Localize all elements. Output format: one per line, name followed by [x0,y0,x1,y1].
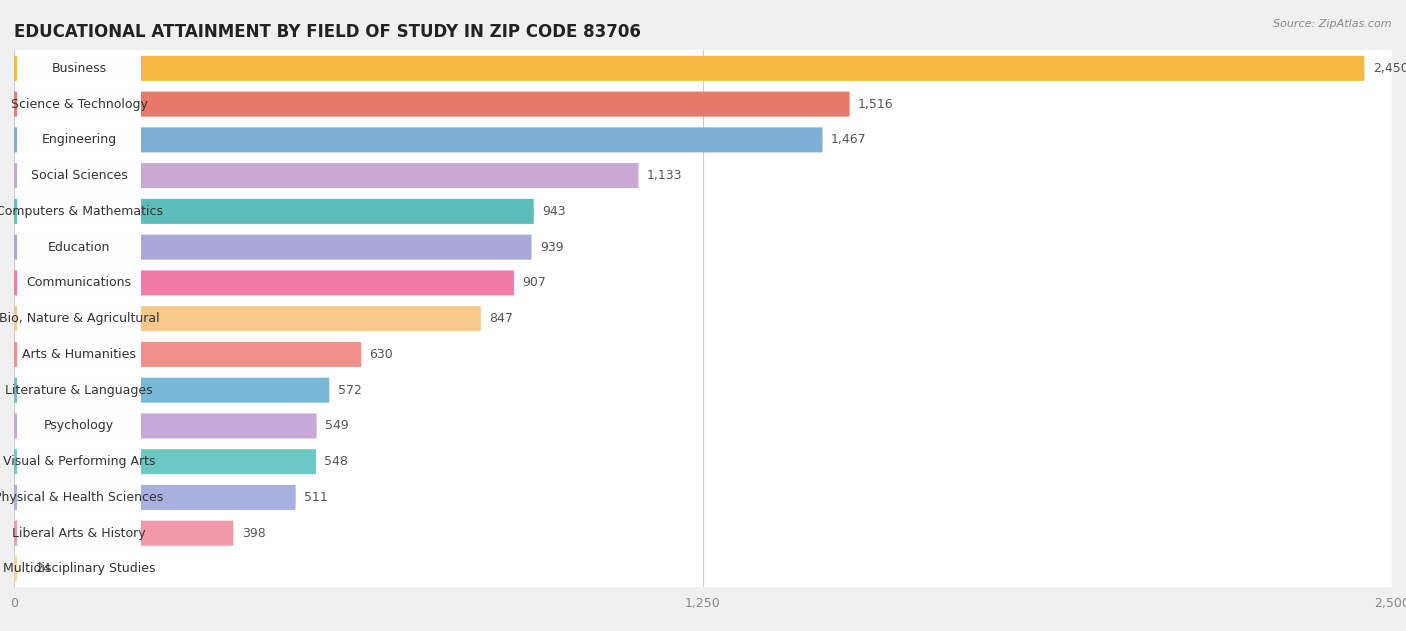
FancyBboxPatch shape [14,194,1392,229]
FancyBboxPatch shape [14,199,534,224]
FancyBboxPatch shape [17,415,141,580]
FancyBboxPatch shape [14,413,316,439]
Text: EDUCATIONAL ATTAINMENT BY FIELD OF STUDY IN ZIP CODE 83706: EDUCATIONAL ATTAINMENT BY FIELD OF STUDY… [14,23,641,40]
FancyBboxPatch shape [14,163,638,188]
Text: 939: 939 [540,240,564,254]
FancyBboxPatch shape [14,50,1392,86]
FancyBboxPatch shape [14,444,1392,480]
Text: Multidisciplinary Studies: Multidisciplinary Studies [3,562,155,575]
FancyBboxPatch shape [14,270,515,295]
Text: 548: 548 [325,455,349,468]
Text: Liberal Arts & History: Liberal Arts & History [13,527,146,540]
Text: 2,450: 2,450 [1372,62,1406,75]
FancyBboxPatch shape [14,235,531,260]
Text: Literature & Languages: Literature & Languages [6,384,153,397]
FancyBboxPatch shape [14,377,329,403]
FancyBboxPatch shape [14,342,361,367]
FancyBboxPatch shape [17,22,141,186]
FancyBboxPatch shape [14,127,823,152]
FancyBboxPatch shape [14,158,1392,194]
Text: 907: 907 [522,276,546,290]
FancyBboxPatch shape [17,201,141,365]
Text: Bio, Nature & Agricultural: Bio, Nature & Agricultural [0,312,159,325]
FancyBboxPatch shape [17,57,141,222]
FancyBboxPatch shape [14,336,1392,372]
Text: Psychology: Psychology [44,420,114,432]
FancyBboxPatch shape [14,485,295,510]
FancyBboxPatch shape [17,93,141,258]
Text: 1,467: 1,467 [831,133,866,146]
Text: Business: Business [52,62,107,75]
Text: 630: 630 [370,348,394,361]
FancyBboxPatch shape [17,165,141,329]
Text: Physical & Health Sciences: Physical & Health Sciences [0,491,163,504]
FancyBboxPatch shape [14,86,1392,122]
Text: 511: 511 [304,491,328,504]
FancyBboxPatch shape [14,91,849,117]
FancyBboxPatch shape [14,551,1392,587]
Text: Science & Technology: Science & Technology [11,98,148,110]
FancyBboxPatch shape [14,229,1392,265]
Text: Engineering: Engineering [42,133,117,146]
Text: Education: Education [48,240,110,254]
Text: 943: 943 [543,205,565,218]
FancyBboxPatch shape [14,480,1392,516]
FancyBboxPatch shape [14,306,481,331]
Text: 847: 847 [489,312,513,325]
Text: Arts & Humanities: Arts & Humanities [22,348,136,361]
Text: 398: 398 [242,527,266,540]
FancyBboxPatch shape [17,451,141,615]
Text: 572: 572 [337,384,361,397]
FancyBboxPatch shape [17,272,141,437]
FancyBboxPatch shape [17,308,141,473]
Text: Source: ZipAtlas.com: Source: ZipAtlas.com [1274,19,1392,29]
Text: Visual & Performing Arts: Visual & Performing Arts [3,455,155,468]
FancyBboxPatch shape [17,344,141,508]
Text: 1,516: 1,516 [858,98,893,110]
Text: Social Sciences: Social Sciences [31,169,128,182]
FancyBboxPatch shape [14,449,316,475]
FancyBboxPatch shape [14,56,1364,81]
Text: Communications: Communications [27,276,132,290]
FancyBboxPatch shape [14,372,1392,408]
Text: Computers & Mathematics: Computers & Mathematics [0,205,163,218]
FancyBboxPatch shape [14,557,27,582]
Text: 24: 24 [35,562,51,575]
FancyBboxPatch shape [14,265,1392,301]
Text: 1,133: 1,133 [647,169,682,182]
FancyBboxPatch shape [14,521,233,546]
FancyBboxPatch shape [14,516,1392,551]
FancyBboxPatch shape [17,129,141,293]
FancyBboxPatch shape [17,0,141,151]
FancyBboxPatch shape [14,408,1392,444]
FancyBboxPatch shape [14,301,1392,336]
FancyBboxPatch shape [14,122,1392,158]
FancyBboxPatch shape [17,487,141,631]
Text: 549: 549 [325,420,349,432]
FancyBboxPatch shape [17,237,141,401]
FancyBboxPatch shape [17,379,141,544]
